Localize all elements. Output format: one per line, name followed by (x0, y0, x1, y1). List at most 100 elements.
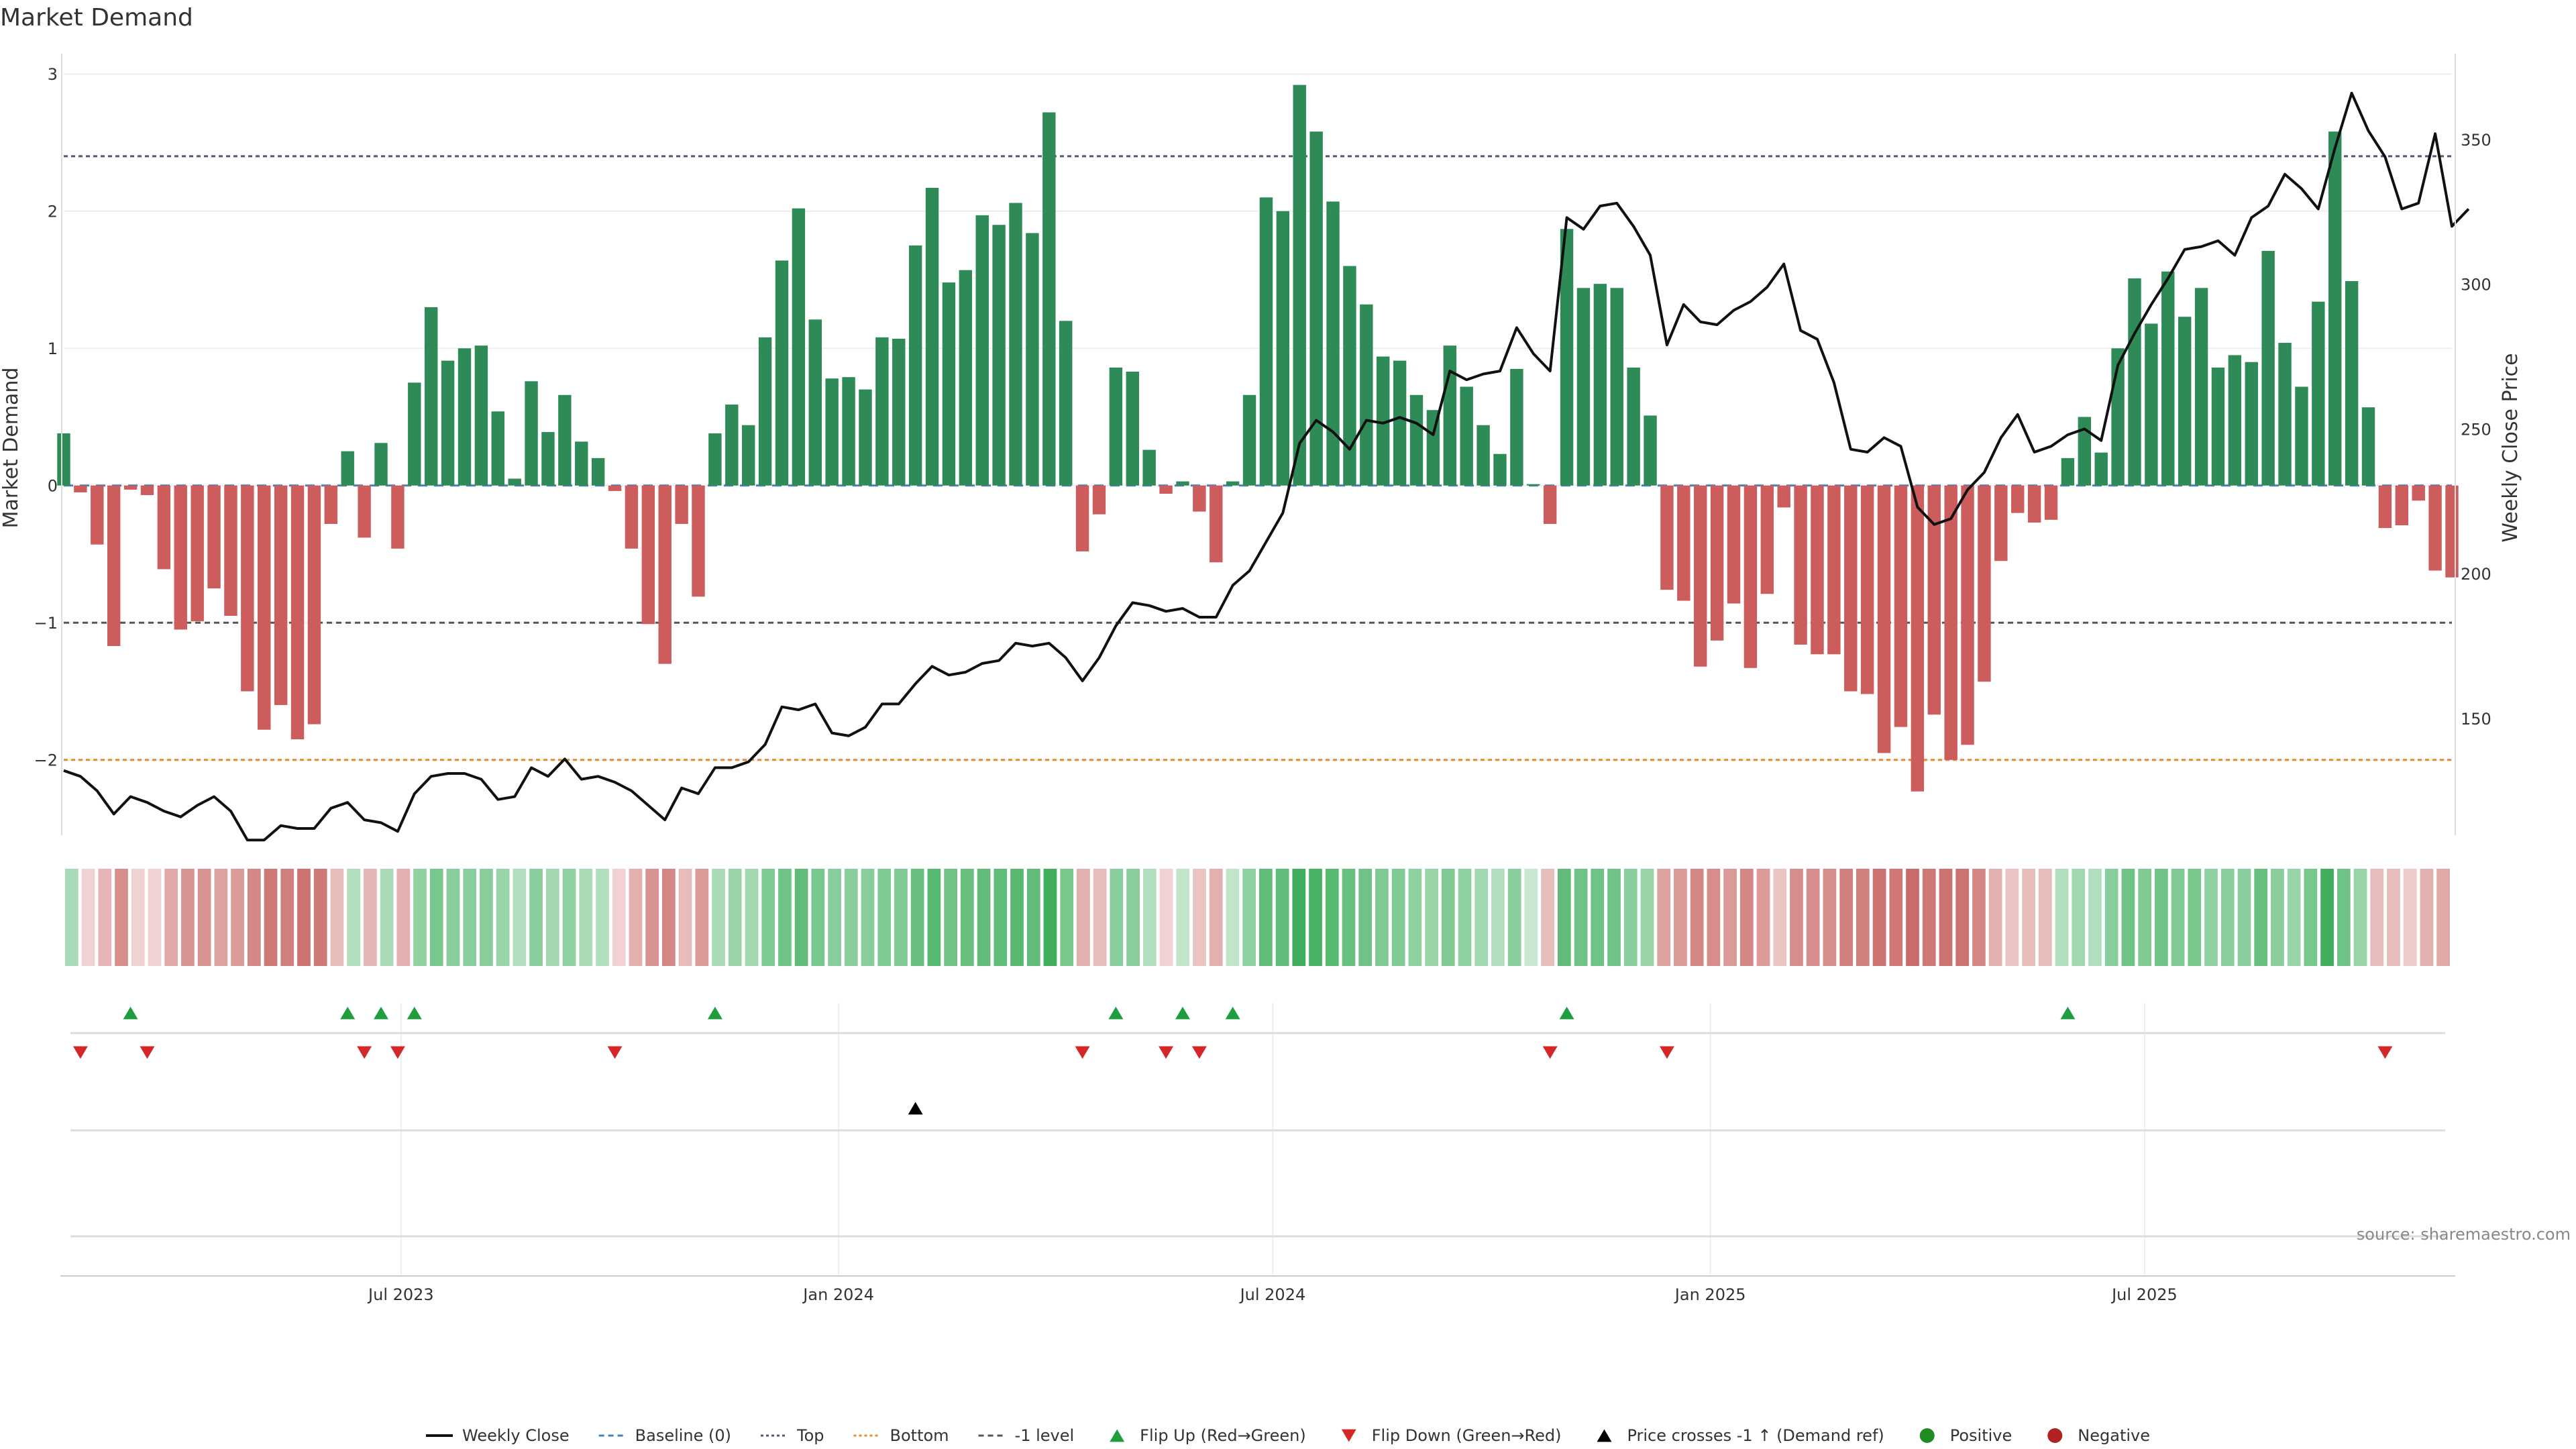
heat-cell (562, 869, 576, 966)
heat-cell (2188, 869, 2202, 966)
legend-swatch (1919, 1428, 1935, 1443)
flip-up-marker (1559, 1006, 1574, 1020)
y-axis-label: Market Demand (0, 368, 23, 529)
demand-bar (241, 485, 254, 692)
heat-cell (1010, 869, 1024, 966)
flip-up-marker (2060, 1006, 2076, 1020)
legend-swatch (1110, 1429, 1125, 1442)
flip-up-marker (123, 1006, 138, 1020)
event-markers-panel (70, 1006, 2445, 1238)
demand-bar (441, 360, 455, 486)
heat-cell (1325, 869, 1339, 966)
demand-bar (1142, 449, 1156, 486)
demand-bar (2428, 485, 2442, 571)
demand-bar (1644, 415, 1657, 486)
demand-bar (892, 338, 906, 486)
demand-bar (825, 378, 839, 486)
demand-bar (1978, 485, 1991, 682)
demand-bar (942, 282, 956, 486)
demand-bar (424, 307, 438, 486)
demand-bar (2295, 386, 2308, 486)
demand-bar (1510, 368, 1523, 486)
demand-bar (2412, 485, 2425, 501)
demand-bar (2328, 131, 2342, 486)
heat-cell (2387, 869, 2400, 966)
y2-tick-label: 150 (2461, 710, 2491, 729)
legend-swatch (1597, 1429, 1612, 1442)
heat-cell (1226, 869, 1240, 966)
heat-cell (1242, 869, 1256, 966)
demand-bar (641, 485, 655, 625)
y-tick-label: −1 (34, 614, 58, 633)
legend-label: Flip Up (Red→Green) (1140, 1426, 1306, 1445)
demand-bar (1777, 485, 1790, 508)
x-tick-label: Jul 2025 (2110, 1285, 2178, 1304)
demand-bar (57, 433, 70, 486)
heat-cell (910, 869, 924, 966)
heat-cell (2155, 869, 2168, 966)
heat-cell (994, 869, 1008, 966)
gridlines (64, 73, 2452, 1275)
demand-bar (2345, 281, 2359, 486)
heat-cell (2038, 869, 2052, 966)
flip-up-marker (407, 1006, 422, 1020)
heat-cell (1474, 869, 1489, 966)
heat-cell (1739, 869, 1754, 966)
demand-bar (558, 394, 572, 486)
demand-bar (1042, 112, 1056, 486)
demand-bar (808, 319, 822, 486)
heat-cell (1623, 869, 1638, 966)
heat-cell (380, 869, 394, 966)
heat-cell (247, 869, 261, 966)
flip-up-marker (707, 1006, 722, 1020)
chart-title: Market Demand (0, 4, 193, 32)
heat-cell (1955, 869, 1970, 966)
demand-bar (1059, 321, 1073, 486)
demand-bar (842, 377, 855, 486)
heat-cell (1922, 869, 1936, 966)
demand-bar (1026, 233, 1039, 486)
demand-bar (1576, 288, 1591, 486)
demand-bar (123, 485, 138, 490)
legend-swatch (2047, 1428, 2063, 1443)
demand-bar (408, 382, 421, 486)
heat-cell (2138, 869, 2151, 966)
demand-bar (1927, 485, 1941, 715)
heat-cell (794, 869, 808, 966)
demand-bar (675, 485, 688, 524)
heat-cell (1906, 869, 1919, 966)
flip-down-marker (1159, 1046, 1174, 1059)
heat-cell (347, 869, 360, 966)
heat-cell (98, 869, 112, 966)
demand-bar (1259, 197, 1273, 486)
demand-bar (1860, 485, 1874, 694)
legend-label: Weekly Close (462, 1426, 570, 1445)
heat-cell (1309, 869, 1322, 966)
demand-bar (1109, 367, 1123, 486)
heat-cell (313, 869, 327, 966)
y2-axis-label: Weekly Close Price (2499, 353, 2522, 542)
heat-cell (1972, 869, 1986, 966)
demand-bar (2061, 458, 2075, 486)
demand-bar (2211, 367, 2225, 486)
heat-cell (446, 869, 460, 966)
flip-down-marker (1659, 1046, 1674, 1059)
demand-bar (2228, 355, 2242, 486)
heat-cell (1790, 869, 1803, 966)
heat-cell (164, 869, 178, 966)
heat-cell (1657, 869, 1671, 966)
demand-bar (2161, 271, 2175, 486)
demand-bar (91, 485, 104, 545)
heat-cell (612, 869, 626, 966)
heat-cell (2088, 869, 2102, 966)
heat-cell (2304, 869, 2318, 966)
heat-cell (2337, 869, 2351, 966)
heat-cell (2104, 869, 2118, 966)
demand-bar (959, 270, 973, 486)
heat-cell (1159, 869, 1173, 966)
heat-cell (148, 869, 162, 966)
demand-bar (474, 345, 488, 486)
weekly-close-polyline (63, 91, 2470, 842)
demand-bar (1276, 211, 1290, 486)
x-tick-label: Jan 2024 (802, 1285, 874, 1304)
